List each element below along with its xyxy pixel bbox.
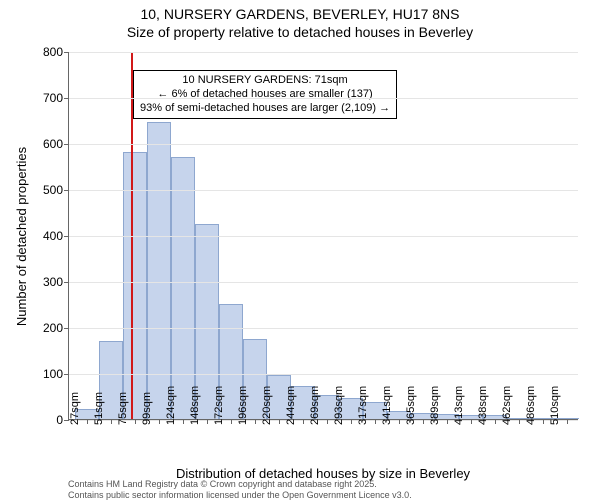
xtick-mark xyxy=(255,419,256,424)
ytick-label: 500 xyxy=(43,183,63,197)
xtick-mark xyxy=(423,419,424,424)
footer-line2: Contains public sector information licen… xyxy=(68,490,412,500)
xtick-mark xyxy=(567,419,568,424)
footer-attribution: Contains HM Land Registry data © Crown c… xyxy=(68,479,412,500)
xtick-label: 172sqm xyxy=(213,386,225,425)
ytick-label: 100 xyxy=(43,367,63,381)
xtick-label: 148sqm xyxy=(189,386,201,425)
chart-title-line2: Size of property relative to detached ho… xyxy=(0,24,600,42)
xtick-mark xyxy=(351,419,352,424)
ytick-mark xyxy=(64,282,69,283)
histogram-bar xyxy=(171,157,195,419)
ytick-mark xyxy=(64,144,69,145)
gridline-h xyxy=(69,52,578,53)
footer-line1: Contains HM Land Registry data © Crown c… xyxy=(68,479,412,489)
xtick-mark xyxy=(279,419,280,424)
xtick-mark xyxy=(447,419,448,424)
xtick-label: 244sqm xyxy=(285,386,297,425)
xtick-label: 51sqm xyxy=(93,392,105,425)
ytick-mark xyxy=(64,236,69,237)
gridline-h xyxy=(69,144,578,145)
xtick-mark xyxy=(303,419,304,424)
annotation-box: 10 NURSERY GARDENS: 71sqm ← 6% of detach… xyxy=(133,70,397,119)
xtick-label: 413sqm xyxy=(453,386,465,425)
gridline-h xyxy=(69,190,578,191)
xtick-mark xyxy=(135,419,136,424)
ytick-mark xyxy=(64,374,69,375)
chart-title-line1: 10, NURSERY GARDENS, BEVERLEY, HU17 8NS xyxy=(0,6,600,24)
gridline-h xyxy=(69,282,578,283)
ytick-label: 400 xyxy=(43,229,63,243)
xtick-mark xyxy=(399,419,400,424)
ytick-mark xyxy=(64,190,69,191)
ytick-mark xyxy=(64,328,69,329)
xtick-mark xyxy=(519,419,520,424)
xtick-label: 27sqm xyxy=(69,392,81,425)
xtick-label: 438sqm xyxy=(477,386,489,425)
xtick-label: 389sqm xyxy=(429,386,441,425)
xtick-mark xyxy=(495,419,496,424)
xtick-label: 365sqm xyxy=(405,386,417,425)
ytick-mark xyxy=(64,52,69,53)
xtick-label: 317sqm xyxy=(357,386,369,425)
xtick-label: 220sqm xyxy=(261,386,273,425)
xtick-label: 124sqm xyxy=(165,386,177,425)
xtick-label: 486sqm xyxy=(525,386,537,425)
xtick-label: 341sqm xyxy=(381,386,393,425)
histogram-bar xyxy=(123,152,147,419)
annotation-line2: ← 6% of detached houses are smaller (137… xyxy=(140,88,390,102)
xtick-mark xyxy=(375,419,376,424)
ytick-label: 700 xyxy=(43,91,63,105)
xtick-label: 75sqm xyxy=(117,392,129,425)
xtick-mark xyxy=(543,419,544,424)
chart-container: 10, NURSERY GARDENS, BEVERLEY, HU17 8NS … xyxy=(0,0,600,500)
gridline-h xyxy=(69,328,578,329)
ytick-mark xyxy=(64,98,69,99)
xtick-label: 99sqm xyxy=(141,392,153,425)
xtick-label: 293sqm xyxy=(333,386,345,425)
gridline-h xyxy=(69,236,578,237)
gridline-h xyxy=(69,98,578,99)
xtick-mark xyxy=(231,419,232,424)
ytick-label: 200 xyxy=(43,321,63,335)
xtick-label: 269sqm xyxy=(309,386,321,425)
annotation-line3: 93% of semi-detached houses are larger (… xyxy=(140,102,390,116)
xtick-label: 510sqm xyxy=(549,386,561,425)
ytick-label: 300 xyxy=(43,275,63,289)
xtick-mark xyxy=(183,419,184,424)
xtick-mark xyxy=(207,419,208,424)
gridline-h xyxy=(69,374,578,375)
xtick-mark xyxy=(159,419,160,424)
xtick-label: 196sqm xyxy=(237,386,249,425)
xtick-mark xyxy=(87,419,88,424)
xtick-label: 462sqm xyxy=(501,386,513,425)
annotation-line1: 10 NURSERY GARDENS: 71sqm xyxy=(140,74,390,88)
chart-title-block: 10, NURSERY GARDENS, BEVERLEY, HU17 8NS … xyxy=(0,6,600,41)
plot-area: 10 NURSERY GARDENS: 71sqm ← 6% of detach… xyxy=(68,52,578,420)
xtick-mark xyxy=(327,419,328,424)
y-axis-label: Number of detached properties xyxy=(14,52,30,420)
ytick-label: 0 xyxy=(56,413,63,427)
ytick-label: 800 xyxy=(43,45,63,59)
xtick-mark xyxy=(111,419,112,424)
ytick-label: 600 xyxy=(43,137,63,151)
xtick-mark xyxy=(471,419,472,424)
